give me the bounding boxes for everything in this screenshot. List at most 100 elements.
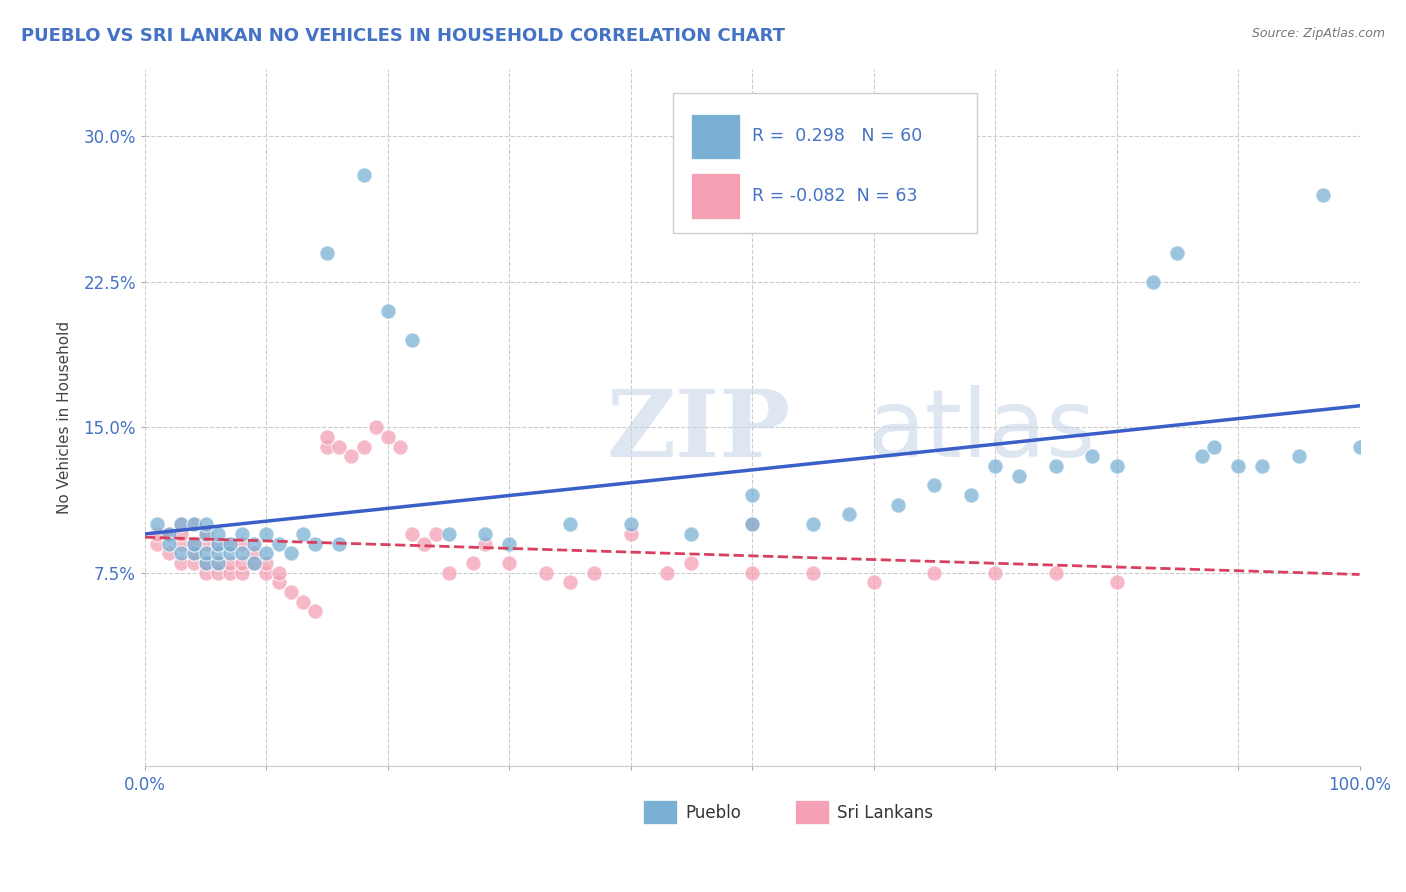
Point bbox=[364, 420, 387, 434]
Point bbox=[316, 430, 339, 444]
Y-axis label: No Vehicles in Household: No Vehicles in Household bbox=[58, 321, 72, 514]
Point bbox=[243, 556, 266, 570]
Point bbox=[183, 556, 205, 570]
Point bbox=[741, 517, 763, 532]
Point bbox=[534, 566, 557, 580]
Point bbox=[474, 536, 496, 550]
Point bbox=[183, 546, 205, 560]
Point bbox=[1045, 458, 1067, 473]
Point bbox=[1288, 450, 1310, 464]
Text: atlas: atlas bbox=[868, 385, 1095, 477]
Point bbox=[1202, 440, 1225, 454]
Point bbox=[620, 517, 643, 532]
Point bbox=[157, 526, 180, 541]
Point bbox=[1081, 450, 1104, 464]
Point bbox=[170, 536, 193, 550]
Point bbox=[170, 517, 193, 532]
Point bbox=[681, 526, 703, 541]
Point bbox=[231, 526, 253, 541]
Point bbox=[243, 556, 266, 570]
Point bbox=[194, 526, 217, 541]
Point bbox=[157, 546, 180, 560]
Point bbox=[254, 556, 277, 570]
Point bbox=[437, 566, 460, 580]
Point bbox=[267, 566, 290, 580]
Point bbox=[146, 517, 169, 532]
Point bbox=[231, 536, 253, 550]
Point bbox=[801, 517, 824, 532]
Point bbox=[1045, 566, 1067, 580]
Point bbox=[657, 566, 679, 580]
Point bbox=[1166, 245, 1188, 260]
FancyBboxPatch shape bbox=[692, 173, 740, 219]
Point bbox=[924, 566, 946, 580]
Point bbox=[231, 566, 253, 580]
Point bbox=[1348, 440, 1371, 454]
Point bbox=[207, 556, 229, 570]
Point bbox=[183, 517, 205, 532]
Point bbox=[291, 526, 314, 541]
Point bbox=[231, 556, 253, 570]
Point bbox=[316, 245, 339, 260]
Point bbox=[194, 526, 217, 541]
Point bbox=[219, 546, 242, 560]
Point bbox=[243, 546, 266, 560]
Text: Pueblo: Pueblo bbox=[685, 804, 741, 822]
Point bbox=[207, 556, 229, 570]
Point bbox=[219, 536, 242, 550]
Point bbox=[170, 546, 193, 560]
Point bbox=[146, 526, 169, 541]
Point bbox=[984, 566, 1007, 580]
Point bbox=[1008, 468, 1031, 483]
Point bbox=[304, 604, 326, 618]
Point bbox=[207, 536, 229, 550]
Text: PUEBLO VS SRI LANKAN NO VEHICLES IN HOUSEHOLD CORRELATION CHART: PUEBLO VS SRI LANKAN NO VEHICLES IN HOUS… bbox=[21, 27, 785, 45]
Point bbox=[741, 517, 763, 532]
Text: R = -0.082  N = 63: R = -0.082 N = 63 bbox=[752, 186, 918, 204]
Point bbox=[157, 526, 180, 541]
Point bbox=[170, 526, 193, 541]
Point bbox=[254, 566, 277, 580]
Point bbox=[801, 566, 824, 580]
Point bbox=[1105, 575, 1128, 590]
Point bbox=[183, 536, 205, 550]
Point bbox=[194, 517, 217, 532]
Point bbox=[984, 458, 1007, 473]
Point bbox=[219, 536, 242, 550]
Point bbox=[207, 566, 229, 580]
Text: Source: ZipAtlas.com: Source: ZipAtlas.com bbox=[1251, 27, 1385, 40]
Point bbox=[219, 566, 242, 580]
Point bbox=[461, 556, 484, 570]
Point bbox=[862, 575, 884, 590]
Text: Sri Lankans: Sri Lankans bbox=[837, 804, 934, 822]
Point bbox=[353, 168, 375, 182]
Point bbox=[183, 517, 205, 532]
Point bbox=[194, 556, 217, 570]
Point bbox=[207, 526, 229, 541]
Point bbox=[207, 536, 229, 550]
Point bbox=[583, 566, 606, 580]
Point bbox=[353, 440, 375, 454]
Point bbox=[157, 536, 180, 550]
Point bbox=[170, 556, 193, 570]
FancyBboxPatch shape bbox=[794, 800, 828, 824]
Point bbox=[741, 566, 763, 580]
Point bbox=[388, 440, 411, 454]
Point bbox=[1251, 458, 1274, 473]
Point bbox=[340, 450, 363, 464]
Point bbox=[146, 536, 169, 550]
Point bbox=[243, 536, 266, 550]
Point bbox=[207, 546, 229, 560]
Point bbox=[183, 536, 205, 550]
Point bbox=[425, 526, 447, 541]
Point bbox=[401, 333, 423, 347]
Point bbox=[267, 536, 290, 550]
Point bbox=[558, 517, 581, 532]
Point bbox=[741, 488, 763, 502]
FancyBboxPatch shape bbox=[692, 114, 740, 160]
Text: R =  0.298   N = 60: R = 0.298 N = 60 bbox=[752, 128, 922, 145]
Point bbox=[377, 304, 399, 318]
Point bbox=[231, 546, 253, 560]
Point bbox=[328, 440, 350, 454]
Point bbox=[219, 556, 242, 570]
